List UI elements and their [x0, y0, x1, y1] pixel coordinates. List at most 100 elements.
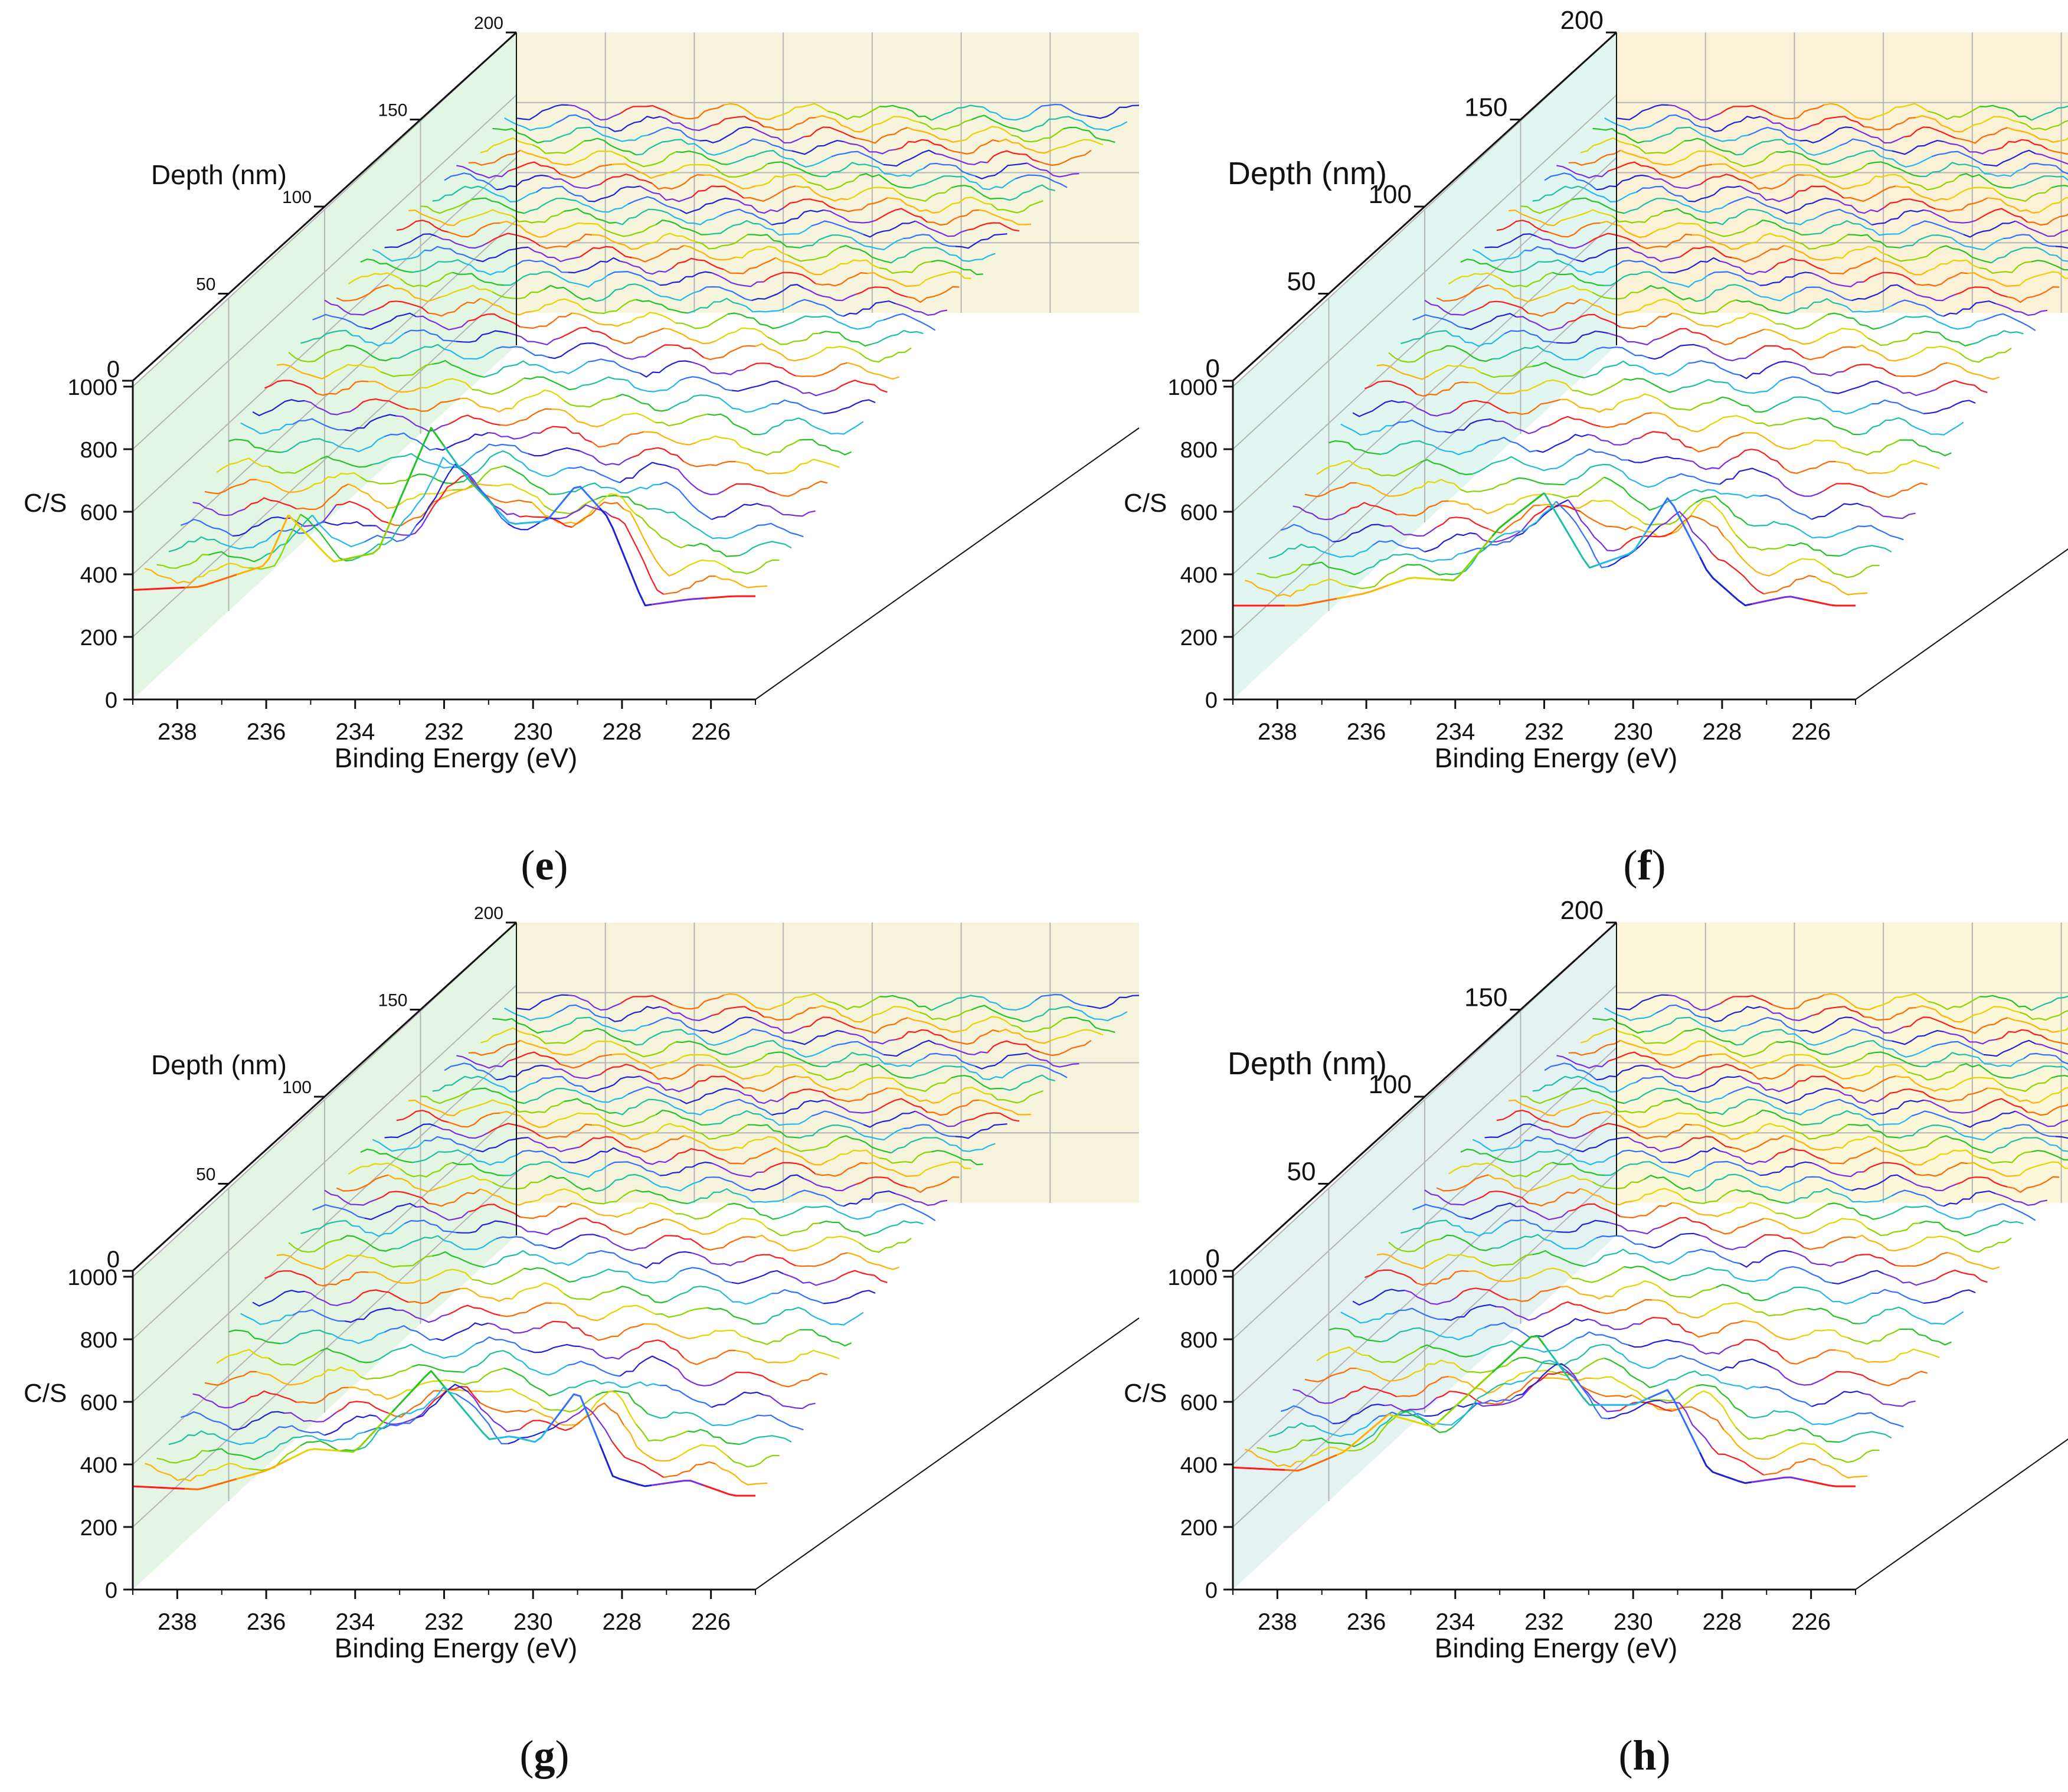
depth-spectrum-line — [843, 1190, 896, 1207]
depth-spectrum-line — [1815, 1459, 1868, 1479]
depth-spectrum-line — [1763, 164, 1817, 175]
depth-spectrum-line — [1859, 1113, 1912, 1126]
depth-spectrum-line — [1604, 1357, 1657, 1388]
depth-spectrum-line — [659, 481, 712, 521]
depth-spectrum-line — [688, 1033, 741, 1046]
depth-spectrum-line — [1532, 185, 1585, 202]
depth-spectrum-line — [1648, 344, 1700, 360]
depth-spectrum-line — [460, 397, 512, 413]
depth-spectrum-line — [931, 260, 983, 276]
depth-spectrum-line — [676, 1041, 728, 1055]
depth-spectrum-line — [1484, 1123, 1537, 1139]
depth-spectrum-line — [1720, 105, 1773, 116]
depth-spectrum-line — [444, 172, 497, 191]
depth-spectrum-line — [636, 139, 689, 156]
depth-spectrum-line — [1791, 1251, 1844, 1267]
depth-spectrum-line — [1472, 1139, 1525, 1152]
depth-spectrum-line — [1484, 233, 1537, 248]
depth-spectrum-line — [671, 1365, 724, 1386]
depth-spectrum-line — [1520, 379, 1573, 391]
depth-spectrum-line — [1644, 285, 1697, 302]
depth-spectrum-line — [180, 1411, 233, 1430]
depth-axis-title: Depth (nm) — [1228, 156, 1387, 191]
depth-spectrum-line — [1392, 419, 1445, 433]
depth-spectrum-line — [743, 1254, 796, 1267]
depth-spectrum-line — [1444, 418, 1497, 434]
depth-spectrum-line — [1855, 1234, 1908, 1252]
depth-spectrum-line — [1959, 1237, 2012, 1253]
depth-tick-label: 50 — [196, 275, 215, 295]
depth-spectrum-line — [1815, 1218, 1869, 1232]
depth-spectrum-line — [360, 1149, 413, 1163]
depth-spectrum-line — [747, 1124, 800, 1139]
depth-spectrum-line — [1376, 364, 1429, 380]
depth-spectrum-line — [580, 450, 632, 466]
depth-spectrum-line — [1703, 415, 1756, 430]
depth-spectrum-line — [672, 104, 725, 120]
depth-spectrum-line — [1572, 1087, 1625, 1104]
depth-spectrum-line — [731, 1270, 784, 1284]
depth-spectrum-line — [931, 1150, 983, 1166]
depth-spectrum-line — [1775, 558, 1828, 574]
depth-spectrum-line — [1959, 1063, 2012, 1079]
depth-spectrum-line — [1763, 328, 1817, 345]
x-tick-label: 226 — [1791, 1609, 1831, 1635]
depth-spectrum-line — [607, 483, 660, 494]
depth-spectrum-line — [197, 563, 249, 578]
depth-spectrum-line — [260, 1435, 313, 1458]
depth-spectrum-line — [1895, 1252, 1948, 1267]
depth-spectrum-line — [448, 414, 500, 426]
depth-spectrum-line — [1631, 1394, 1684, 1411]
depth-tick-label: 50 — [196, 1165, 215, 1185]
surface-spectrum-line — [651, 597, 704, 606]
depth-spectrum-line — [691, 361, 744, 375]
depth-spectrum-line — [555, 1164, 608, 1178]
depth-spectrum-line — [1748, 1016, 1801, 1032]
depth-spectrum-line — [1644, 1385, 1696, 1402]
depth-spectrum-line — [1752, 1064, 1804, 1080]
depth-spectrum-line — [835, 1270, 888, 1283]
depth-spectrum-line — [735, 1136, 788, 1149]
depth-spectrum-line — [971, 1005, 1024, 1022]
depth-tick-label: 0 — [1206, 1244, 1220, 1273]
depth-spectrum-line — [1576, 1136, 1629, 1153]
depth-spectrum-line — [1820, 1098, 1873, 1116]
depth-spectrum-line — [1644, 502, 1697, 526]
depth-spectrum-line — [528, 246, 581, 263]
depth-spectrum-line — [324, 1189, 377, 1206]
depth-spectrum-line — [340, 344, 393, 362]
depth-spectrum-line — [1999, 1077, 2052, 1092]
depth-spectrum-line — [819, 1220, 872, 1237]
depth-spectrum-line — [1480, 365, 1533, 378]
depth-spectrum-line — [448, 1304, 500, 1316]
depth-spectrum-line — [408, 1288, 461, 1304]
depth-spectrum-line — [1812, 116, 1864, 127]
depth-spectrum-line — [1856, 1064, 1909, 1077]
spectra-stack — [1233, 103, 2068, 607]
depth-spectrum-line — [504, 271, 557, 286]
depth-spectrum-line — [687, 1428, 740, 1445]
depth-spectrum-line — [511, 1282, 565, 1300]
depth-spectrum-line — [1668, 104, 1721, 121]
depth-spectrum-line — [659, 1384, 712, 1408]
depth-spectrum-line — [1668, 473, 1720, 485]
y-tick-label: 1000 — [67, 375, 117, 400]
depth-spectrum-line — [1015, 174, 1068, 188]
depth-spectrum-line — [751, 1414, 804, 1431]
y-axis-title: C/S — [24, 489, 67, 518]
depth-spectrum-line — [1320, 1420, 1373, 1437]
depth-spectrum-line — [1760, 1161, 1812, 1176]
depth-spectrum-line — [1748, 289, 1801, 302]
depth-spectrum-line — [631, 1135, 685, 1153]
depth-spectrum-line — [1632, 1030, 1685, 1044]
depth-spectrum-line — [1460, 259, 1513, 273]
depth-spectrum-line — [404, 329, 457, 342]
depth-spectrum-line — [1026, 162, 1079, 178]
depth-spectrum-line — [583, 493, 637, 521]
depth-spectrum-line — [535, 361, 588, 375]
depth-spectrum-line — [771, 1099, 824, 1116]
depth-spectrum-line — [607, 116, 660, 132]
depth-spectrum-line — [891, 247, 944, 264]
surface-spectrum-line — [703, 595, 755, 600]
depth-spectrum-line — [1692, 1124, 1745, 1140]
